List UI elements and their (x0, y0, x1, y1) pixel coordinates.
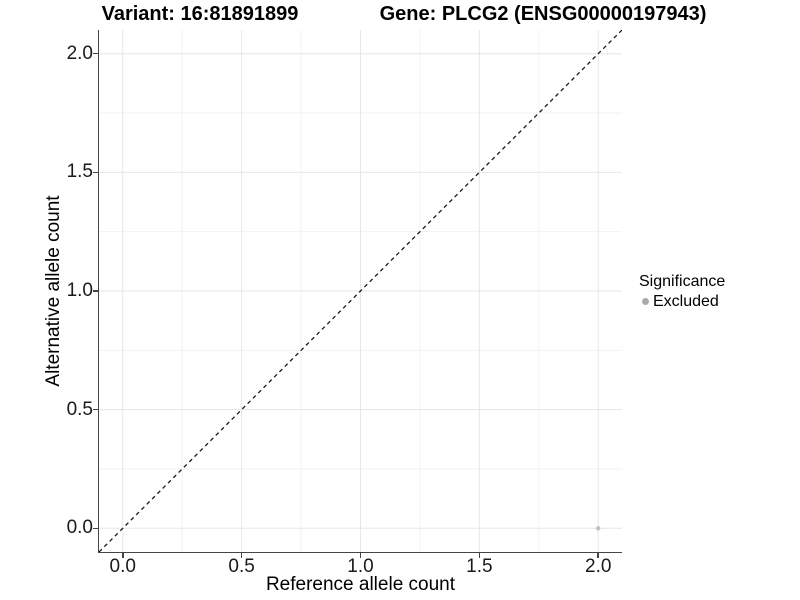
y-tick-label: 1.0 (66, 280, 93, 301)
x-tick-mark (597, 553, 599, 558)
excluded-point-icon (642, 298, 649, 305)
plot-panel (99, 30, 622, 552)
y-tick-mark (92, 52, 99, 55)
x-tick-label: 1.5 (466, 556, 493, 577)
x-tick-label: 1.0 (347, 556, 374, 577)
y-tick-mark (92, 408, 99, 411)
identity-reference-line (99, 30, 622, 552)
x-tick-label: 0.5 (228, 556, 255, 577)
x-tick-label: 0.0 (109, 556, 136, 577)
y-tick-label: 0.0 (66, 517, 93, 539)
plot-canvas (99, 30, 622, 552)
x-axis-title: Reference allele count (265, 574, 456, 595)
x-tick-mark (122, 553, 124, 558)
gene-title: Gene: PLCG2 (ENSG00000197943) (379, 3, 707, 25)
y-tick-mark (92, 171, 99, 174)
legend-item-excluded: Excluded (639, 291, 725, 312)
x-tick-mark (478, 553, 481, 558)
y-tick-label: 1.5 (66, 161, 93, 183)
x-axis-line (97, 551, 623, 554)
y-tick-label: 0.5 (66, 398, 93, 420)
data-point-excluded (596, 526, 601, 531)
legend: Significance Excluded (639, 272, 725, 312)
x-tick-label: 2.0 (585, 556, 612, 577)
y-tick-mark (92, 290, 99, 292)
y-tick-mark (92, 527, 99, 530)
legend-title: Significance (639, 273, 726, 290)
x-tick-mark (359, 553, 362, 558)
y-tick-label: 2.0 (66, 42, 93, 64)
variant-title: Variant: 16:81891899 (101, 3, 299, 25)
legend-item-label: Excluded (653, 292, 719, 310)
x-tick-mark (240, 553, 243, 558)
